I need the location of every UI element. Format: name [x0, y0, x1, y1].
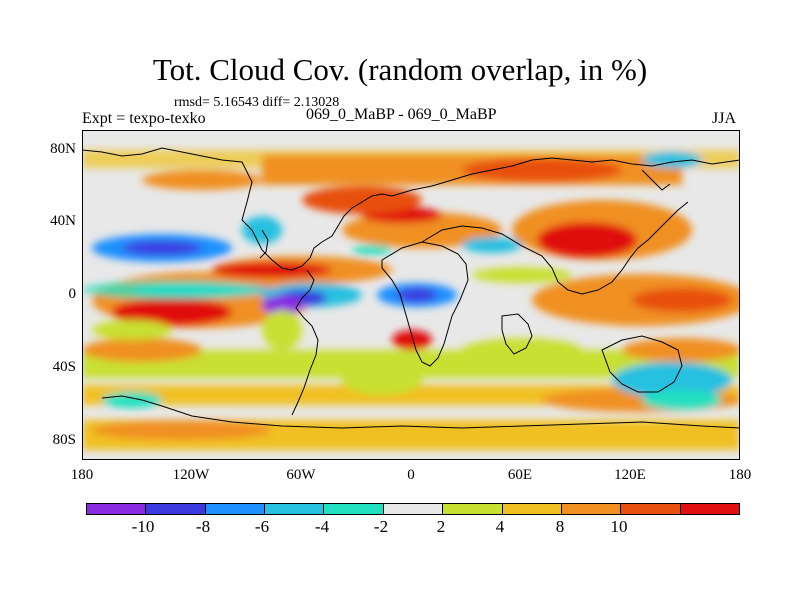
colorbar-label: 4 [495, 517, 505, 536]
lat-label-equator: 0 [68, 286, 77, 302]
lon-label-180w: 180 [70, 467, 94, 483]
colorbar-swatch [324, 504, 384, 514]
cloud-cover-map [82, 130, 740, 460]
experiment-label: Expt = texpo-texko [82, 110, 206, 127]
colorbar-label: -8 [195, 517, 211, 536]
colorbar-label: 10 [610, 517, 628, 536]
lon-label-60w: 60W [286, 467, 316, 483]
lon-label-60e: 60E [507, 467, 533, 483]
colorbar-label: 2 [436, 517, 446, 536]
lat-label-40s: 40S [52, 359, 76, 375]
comparison-label: 069_0_MaBP - 069_0_MaBP [306, 106, 497, 123]
colorbar-swatch [621, 504, 681, 514]
map-title: Tot. Cloud Cov. (random overlap, in %) [152, 52, 648, 87]
colorbar-label: 8 [555, 517, 565, 536]
anomaly-field [82, 150, 740, 450]
colorbar-swatch [383, 504, 444, 514]
colorbar-swatch [87, 504, 147, 514]
lon-label-0: 0 [407, 467, 415, 483]
colorbar [86, 503, 740, 515]
colorbar-swatch [561, 504, 622, 514]
lon-label-120w: 120W [172, 467, 210, 483]
colorbar-swatch [443, 504, 503, 514]
lat-label-40n: 40N [50, 213, 76, 229]
lon-label-120e: 120E [614, 467, 646, 483]
colorbar-swatch [205, 504, 266, 514]
colorbar-label: -2 [373, 517, 389, 536]
map-canvas [82, 130, 740, 460]
map-frame [82, 130, 740, 460]
colorbar-label: -10 [131, 517, 155, 536]
colorbar-swatch [265, 504, 325, 514]
colorbar-swatch [680, 504, 739, 514]
season-label: JJA [712, 110, 737, 127]
colorbar-label: -4 [314, 517, 330, 536]
colorbar-label: -6 [254, 517, 270, 536]
rmsd-diff-stats: rmsd= 5.16543 diff= 2.13028 [174, 95, 340, 110]
lat-label-80s: 80S [52, 432, 76, 448]
lat-label-80n: 80N [50, 141, 76, 157]
lon-label-180e: 180 [728, 467, 752, 483]
coastlines [82, 147, 740, 429]
colorbar-swatch [502, 504, 562, 514]
colorbar-swatch [146, 504, 206, 514]
